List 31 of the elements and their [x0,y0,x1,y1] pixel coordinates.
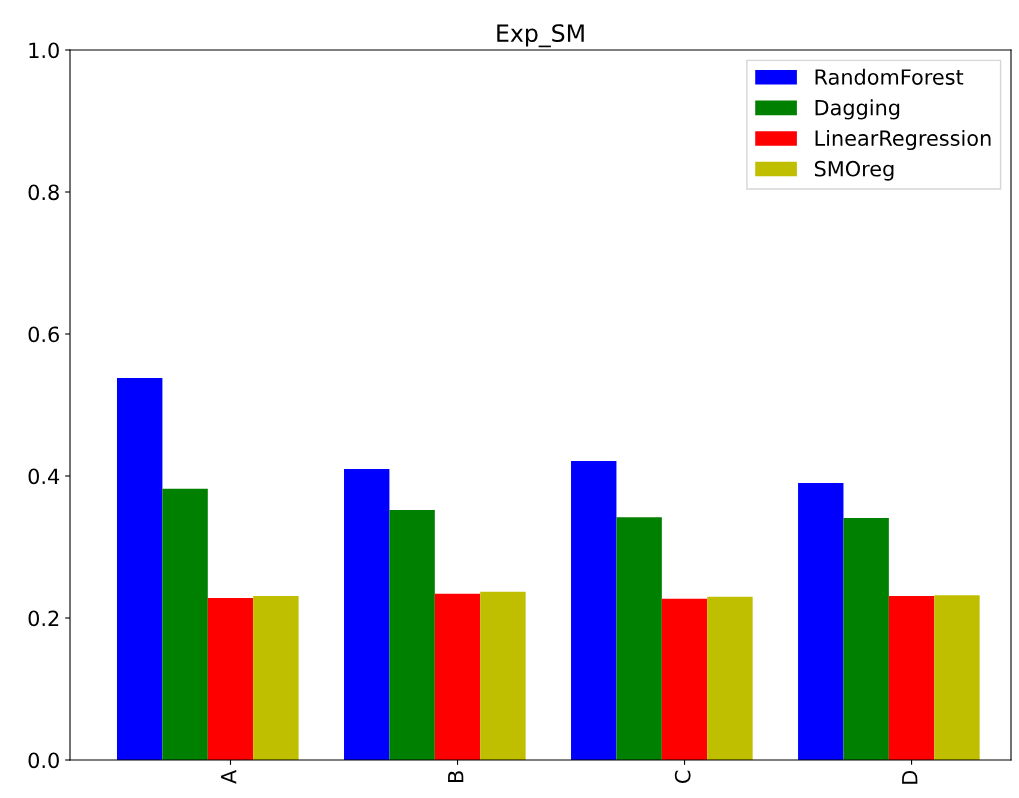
legend-label: SMOreg [814,160,894,181]
bar [434,593,481,760]
bar [661,598,708,760]
bar [253,595,299,760]
y-tick-label: 0.0 [28,752,59,769]
bar [707,596,753,760]
bar [162,488,208,760]
bar [480,591,526,760]
bar [389,510,435,760]
x-tick-label: C [674,770,691,784]
y-tick-label: 0.6 [28,326,59,343]
x-tick-label: B [448,771,464,782]
y-tick-label: 0.8 [28,184,59,201]
bar [798,483,844,760]
chart-title: Exp_SM [497,24,584,48]
bar [116,378,163,760]
bar [616,517,662,760]
y-tick-label: 1.0 [29,42,59,59]
legend-label: LinearRegression [815,129,991,151]
x-tick-label: A [221,769,237,784]
legend-label: RandomForest [815,68,964,85]
bar [344,468,390,760]
bar [207,598,254,760]
y-tick-label: 0.4 [28,468,60,485]
bar [888,595,935,760]
bar [934,595,980,760]
bar [571,461,617,760]
bar [843,517,889,760]
legend-label: Dagging [815,99,900,120]
y-tick-label: 0.2 [28,610,59,627]
x-tick-label: D [902,770,918,784]
